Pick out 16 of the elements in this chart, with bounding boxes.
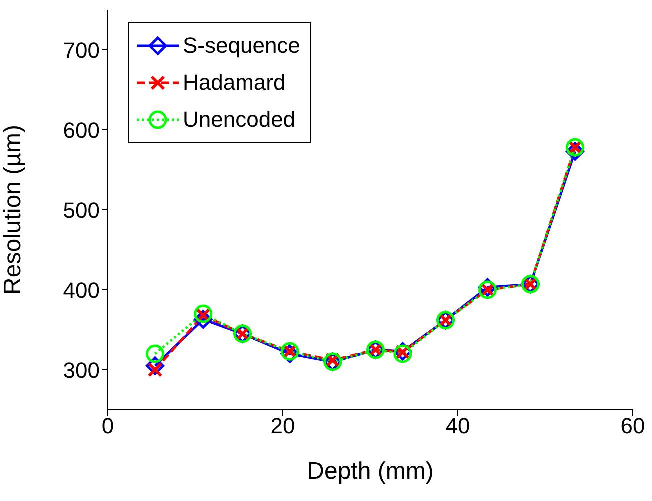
y-tick-label: 400 xyxy=(63,278,100,303)
legend-label: Hadamard xyxy=(183,70,286,96)
y-tick-label: 600 xyxy=(63,118,100,143)
point xyxy=(194,304,213,324)
y-axis-title: Resolution (µm) xyxy=(0,125,27,295)
legend-label: S-sequence xyxy=(183,32,300,58)
x-axis-title: Depth (mm) xyxy=(307,458,434,485)
point xyxy=(146,344,164,364)
x-tick-label: 40 xyxy=(446,414,470,439)
legend-label: Unencoded xyxy=(183,106,296,132)
y-tick-label: 700 xyxy=(63,38,100,63)
y-tick-label: 500 xyxy=(63,198,100,223)
y-tick-label: 300 xyxy=(63,358,100,383)
x-tick-label: 0 xyxy=(102,414,114,439)
x-tick-label: 20 xyxy=(270,414,296,439)
x-tick-label: 60 xyxy=(620,414,646,439)
